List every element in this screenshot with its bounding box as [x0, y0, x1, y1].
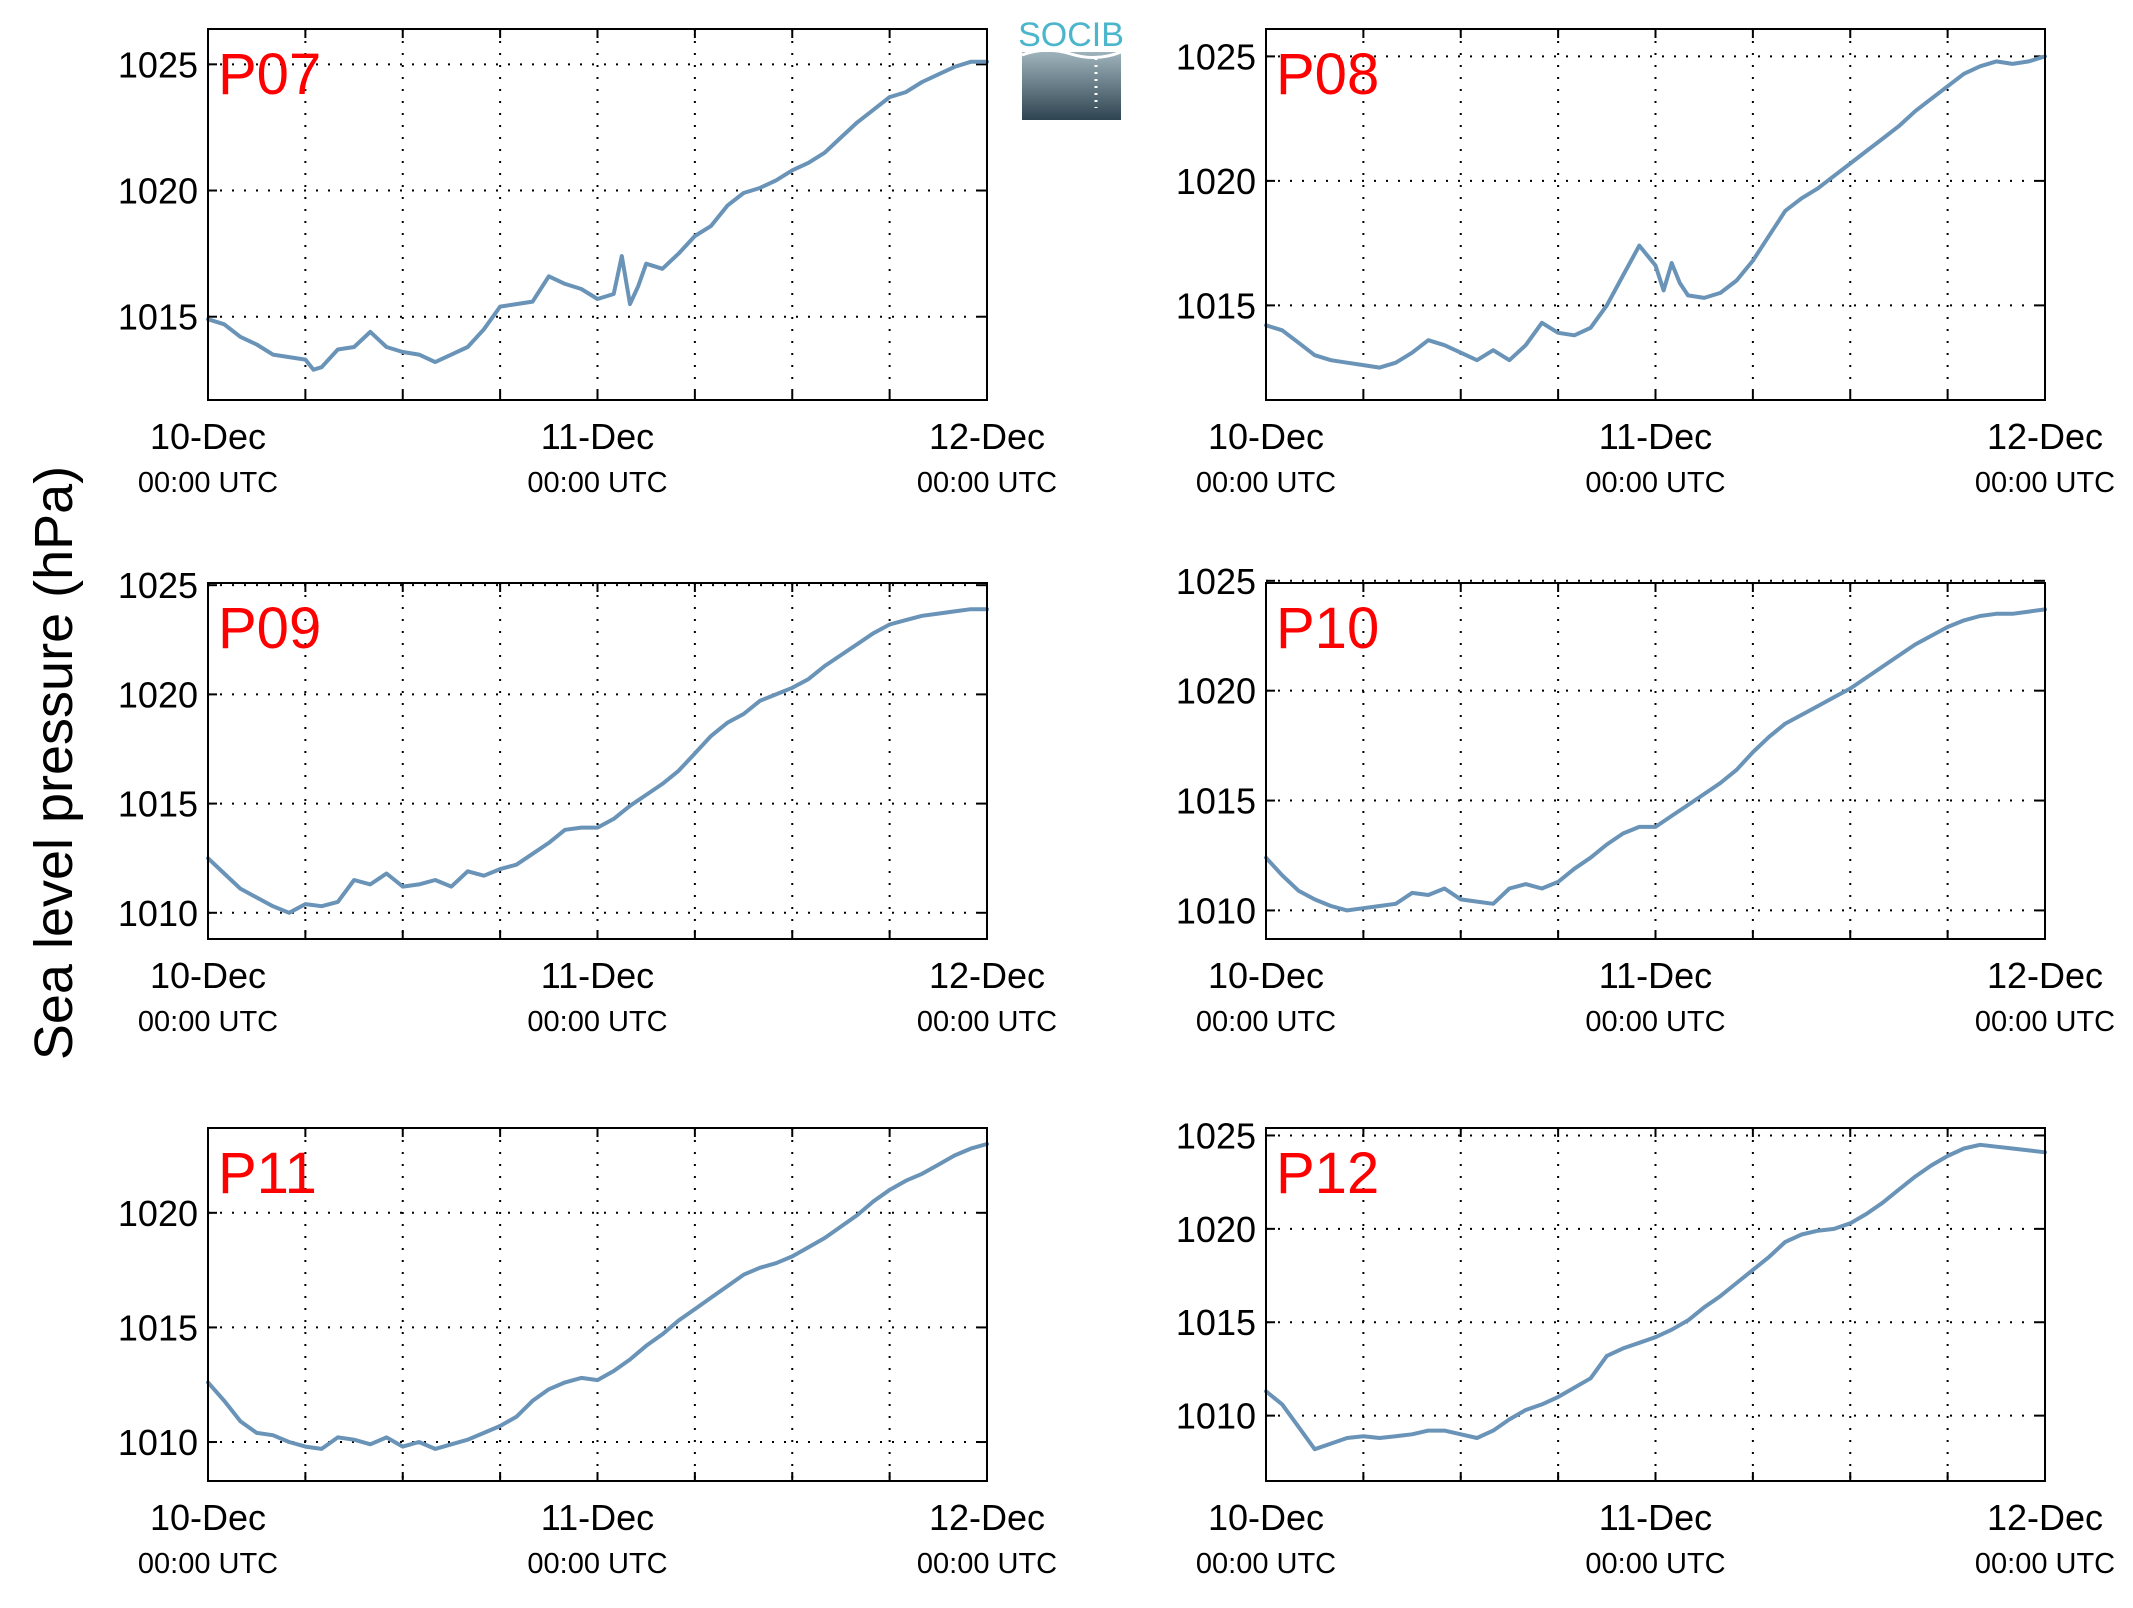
- axes-frame: [207, 28, 988, 401]
- x-tick-label-time: 00:00 UTC: [1585, 1006, 1725, 1038]
- axes-frame: [207, 582, 988, 940]
- pressure-series-line: [1264, 1142, 2047, 1452]
- x-tick-label-date: 12-Dec: [929, 416, 1045, 457]
- pressure-series-line: [1264, 607, 2047, 913]
- panels: 1015 1020 1025 10-Dec 00:00 UTC 11-Dec 00:00 U…: [118, 28, 2115, 1580]
- y-tick-label: 1020: [1176, 671, 1256, 712]
- y-tick-label: 1015: [1176, 285, 1256, 326]
- logo-gradient-block: [1022, 52, 1121, 120]
- axes-frame: [1265, 1127, 2046, 1482]
- socib-logo: SOCIB: [1018, 16, 1124, 120]
- x-tick-label-time: 00:00 UTC: [1196, 467, 1336, 499]
- x-tick-label-date: 12-Dec: [929, 955, 1045, 996]
- chart-panel-p08: 1015 1020 1025 10-Dec 00:00 UTC 11-Dec 00:00 U…: [1176, 28, 2115, 499]
- x-tick-label-time: 00:00 UTC: [1585, 1548, 1725, 1580]
- x-tick-label-time: 00:00 UTC: [1196, 1548, 1336, 1580]
- pressure-series-line: [206, 59, 989, 372]
- x-tick-label-time: 00:00 UTC: [917, 1006, 1057, 1038]
- x-tick-label-time: 00:00 UTC: [1975, 467, 2115, 499]
- x-tick-label-time: 00:00 UTC: [527, 1548, 667, 1580]
- panel-label: P08: [1276, 42, 1379, 107]
- x-tick-label-time: 00:00 UTC: [1196, 1006, 1336, 1038]
- y-tick-label: 1010: [1176, 890, 1256, 931]
- chart-panel-p11: 1010 1015 1020 10-Dec 00:00 UTC 11-Dec 00:00 U…: [118, 1127, 1057, 1580]
- y-tick-label: 1020: [1176, 1209, 1256, 1250]
- y-tick-label: 1025: [118, 44, 198, 85]
- y-tick-label: 1025: [1176, 1115, 1256, 1156]
- x-tick-label-time: 00:00 UTC: [917, 467, 1057, 499]
- x-tick-label-time: 00:00 UTC: [917, 1548, 1057, 1580]
- panel-label: P09: [218, 596, 321, 661]
- pressure-series-line: [206, 1142, 989, 1451]
- x-tick-label-time: 00:00 UTC: [527, 467, 667, 499]
- logo-text: SOCIB: [1018, 16, 1124, 54]
- x-tick-label-date: 12-Dec: [1987, 955, 2103, 996]
- panel-label: P10: [1276, 596, 1379, 661]
- y-tick-label: 1020: [1176, 161, 1256, 202]
- x-tick-label-time: 00:00 UTC: [138, 467, 278, 499]
- y-tick-label: 1010: [118, 893, 198, 934]
- chart-panel-p12: 1010 1015 1020 1025 10-Dec 00:00 UTC 11-Dec 00:…: [1176, 1115, 2115, 1580]
- x-tick-label-date: 12-Dec: [929, 1497, 1045, 1538]
- x-tick-label-time: 00:00 UTC: [1975, 1548, 2115, 1580]
- x-tick-label-date: 12-Dec: [1987, 416, 2103, 457]
- pressure-series-line: [206, 607, 989, 915]
- y-tick-label: 1020: [118, 674, 198, 715]
- y-tick-label: 1015: [118, 784, 198, 825]
- x-tick-label-time: 00:00 UTC: [527, 1006, 667, 1038]
- x-tick-label-time: 00:00 UTC: [1585, 467, 1725, 499]
- chart-panel-p09: 1010 1015 1020 1025 10-Dec 00:00 UTC 11-Dec 00:…: [118, 565, 1057, 1038]
- chart-panel-p07: 1015 1020 1025 10-Dec 00:00 UTC 11-Dec 00:00 U…: [118, 28, 1057, 499]
- x-tick-label-date: 10-Dec: [1208, 955, 1324, 996]
- x-tick-label-date: 10-Dec: [1208, 1497, 1324, 1538]
- y-tick-label: 1015: [1176, 1302, 1256, 1343]
- y-tick-label: 1015: [118, 297, 198, 338]
- panel-label: P07: [218, 42, 321, 107]
- y-tick-label: 1025: [1176, 36, 1256, 77]
- y-tick-label: 1010: [1176, 1396, 1256, 1437]
- x-tick-label-date: 11-Dec: [541, 1497, 654, 1538]
- y-tick-label: 1010: [118, 1422, 198, 1463]
- y-tick-label: 1020: [118, 1193, 198, 1234]
- x-tick-label-date: 10-Dec: [150, 416, 266, 457]
- x-tick-label-date: 10-Dec: [150, 1497, 266, 1538]
- x-tick-label-date: 10-Dec: [150, 955, 266, 996]
- chart-panel-p10: 1010 1015 1020 1025 10-Dec 00:00 UTC 11-Dec 00:…: [1176, 561, 2115, 1038]
- axes-frame: [1265, 28, 2046, 401]
- y-tick-label: 1015: [118, 1307, 198, 1348]
- x-tick-label-date: 11-Dec: [541, 416, 654, 457]
- y-tick-label: 1020: [118, 171, 198, 212]
- logo-wave: [1021, 48, 1122, 59]
- x-tick-label-date: 11-Dec: [1599, 955, 1712, 996]
- pressure-series-line: [1264, 54, 2047, 370]
- x-tick-label-date: 11-Dec: [541, 955, 654, 996]
- panel-label: P12: [1276, 1141, 1379, 1206]
- y-tick-label: 1015: [1176, 781, 1256, 822]
- axes-frame: [207, 1127, 988, 1482]
- x-tick-label-date: 12-Dec: [1987, 1497, 2103, 1538]
- x-tick-label-time: 00:00 UTC: [138, 1006, 278, 1038]
- panel-label: P11: [218, 1141, 317, 1206]
- axes-frame: [1265, 582, 2046, 940]
- x-tick-label-date: 10-Dec: [1208, 416, 1324, 457]
- x-tick-label-time: 00:00 UTC: [1975, 1006, 2115, 1038]
- y-tick-label: 1025: [1176, 561, 1256, 602]
- y-tick-label: 1025: [118, 565, 198, 606]
- x-tick-label-time: 00:00 UTC: [138, 1548, 278, 1580]
- y-axis-label: Sea level pressure (hPa): [24, 466, 84, 1060]
- x-tick-label-date: 11-Dec: [1599, 416, 1712, 457]
- x-tick-label-date: 11-Dec: [1599, 1497, 1712, 1538]
